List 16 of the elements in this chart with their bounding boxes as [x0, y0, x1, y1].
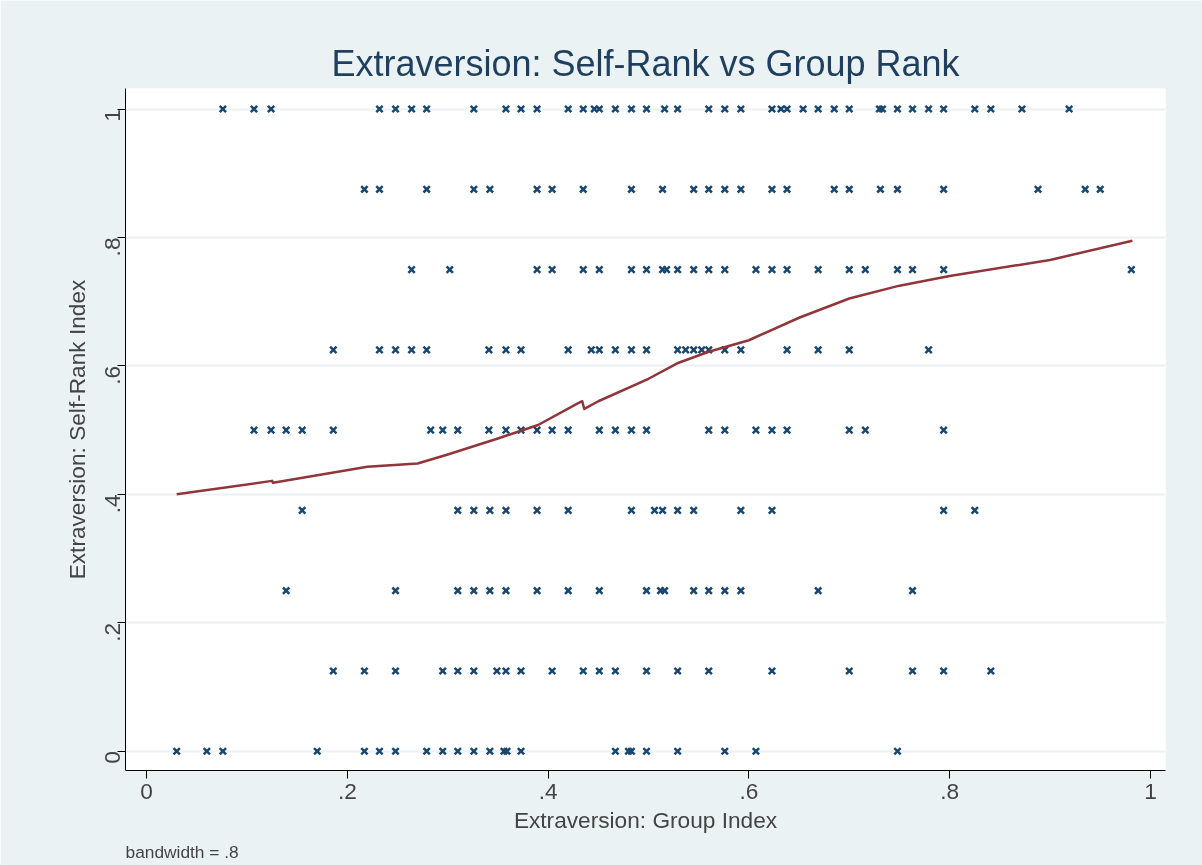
- x-tick-label: .6: [739, 777, 759, 804]
- y-tick-label: .8: [99, 237, 125, 257]
- y-tick-label: .4: [99, 494, 125, 514]
- y-axis-title: Extraversion: Self-Rank Index: [63, 278, 90, 580]
- x-tick-label: .8: [940, 777, 960, 804]
- chart-title: Extraversion: Self-Rank vs Group Rank: [331, 42, 961, 84]
- x-tick-label: 1: [1144, 777, 1157, 804]
- y-tick-label: 1: [99, 109, 125, 122]
- text: bandwidth = .8: [125, 841, 239, 862]
- x-axis-title: Extraversion: Group Index: [513, 806, 778, 833]
- y-tick-label: .2: [99, 622, 125, 642]
- y-tick-label: .6: [99, 365, 125, 385]
- x-tick-label: 0: [140, 777, 153, 804]
- y-tick-label: 0: [99, 751, 125, 764]
- x-tick-label: .2: [337, 777, 357, 804]
- x-tick-label: .4: [538, 777, 558, 804]
